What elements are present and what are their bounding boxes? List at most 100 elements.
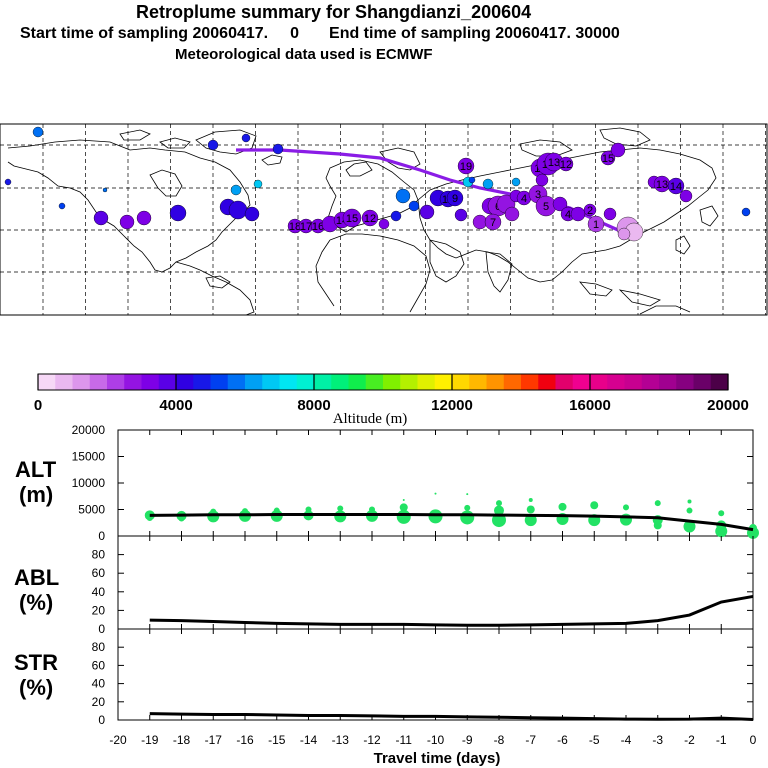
colorbar-cell [486,374,505,390]
colorbar-cell [400,374,419,390]
colorbar-cell [176,374,194,390]
altitude-dot [686,507,693,514]
particle-cluster [603,207,617,221]
y-tick-label: 0 [98,713,105,727]
altitude-colorbar: 0 4000 8000 12000 16000 20000 Altitude (m) [34,373,749,427]
colorbar-cell [38,374,56,390]
y-tick-label: 40 [92,585,106,599]
altitude-dot [210,508,217,515]
abl-label: ABL [14,565,59,590]
trajectory-day-label: 12 [560,159,572,171]
x-tick-label: -15 [268,733,286,747]
trajectory-day-label: 1 [593,219,599,231]
particle-cluster [4,178,12,186]
trajectory-day-label: 2 [587,205,593,217]
altitude-dot [718,510,725,517]
particle-cluster [484,213,502,231]
trajectory-day-label: 15 [346,213,358,225]
colorbar-tick-label: 4000 [159,397,192,414]
trajectory-day-label: 12 [364,213,376,225]
trajectory-day-label: 16 [312,221,324,233]
x-tick-label: -6 [557,733,568,747]
series-line [149,594,754,627]
str-unit: (%) [19,675,53,700]
altitude-dot [402,498,405,501]
altitude-dot [687,499,692,504]
x-tick-label: -3 [652,733,663,747]
colorbar-tick-label: 8000 [297,397,330,414]
colorbar-cell [417,374,436,390]
y-tick-label: 20 [92,603,106,617]
x-tick-label: -14 [300,733,318,747]
series-line [149,513,754,532]
colorbar-cell [503,374,522,390]
particle-cluster [272,143,284,155]
colorbar-tick-label: 20000 [707,397,749,414]
particle-cluster [419,204,435,220]
y-tick-label: 15000 [72,450,106,464]
altitude-dot [428,509,443,524]
colorbar-cell [124,374,143,390]
x-tick-label: -4 [621,733,632,747]
chart-title: Retroplume summary for Shangdianzi_20060… [136,2,532,22]
trajectory-day-label: 13 [548,157,560,169]
colorbar-cell [348,374,367,390]
altitude-dot [466,493,469,496]
colorbar-cell [158,374,177,390]
x-tick-label: -13 [332,733,350,747]
altitude-dot [558,502,567,511]
colorbar-cell [210,374,229,390]
colorbar-cell [693,374,712,390]
altitude-dot [242,508,248,515]
particle-cluster [610,142,626,158]
particle-cluster [32,126,44,138]
colorbar-cell [141,374,160,390]
particle-cluster [504,206,520,222]
trajectory-day-label: 19 [460,161,472,173]
particle-cluster [587,215,605,233]
colorbar-cell [521,374,539,390]
colorbar-cell [590,374,608,390]
particle-cluster [558,156,574,172]
alt-label: ALT [15,457,57,482]
particle-cluster [679,189,693,203]
y-tick-label: 10000 [72,476,106,490]
particle-cluster [342,208,362,228]
start-time-label: Start time of sampling 20060417. [20,25,269,42]
trajectory-day-label: 17 [300,221,312,233]
colorbar-cell [676,374,695,390]
altitude-dot [369,506,375,513]
trajectory-day-label: 7 [490,217,496,229]
colorbar-cell [262,374,281,390]
altitude-dot [524,514,537,527]
x-tick-label: -2 [684,733,695,747]
x-tick-label: -8 [494,733,505,747]
trajectory-day-label: 4 [565,209,571,221]
colorbar-title: Altitude (m) [333,411,408,427]
altitude-dot [460,510,475,525]
altitude-dot [305,506,312,513]
colorbar-cell [193,374,212,390]
series-line [149,712,754,722]
meteorological-data-label: Meteorological data used is ECMWF [175,46,433,63]
particle-cluster [457,157,475,175]
x-tick-label: -18 [173,733,191,747]
colorbar-cell [641,374,660,390]
end-time-label: End time of sampling 20060417. 30000 [329,25,620,42]
particle-cluster [230,184,242,196]
particle-cluster [253,179,263,189]
particle-cluster [741,207,751,217]
particle-cluster [408,200,420,212]
particle-cluster [378,218,390,230]
particle-cluster [617,227,631,241]
particle-cluster [482,178,494,190]
x-tick-label: -12 [363,733,381,747]
trajectory-day-label: 13 [656,179,668,191]
colorbar-tick-label: 12000 [431,397,473,414]
colorbar-cell [365,374,384,390]
trajectory-day-label: 3 [535,189,541,201]
particle-cluster [207,139,219,151]
altitude-dot [496,500,502,507]
altitude-dot [464,504,471,511]
